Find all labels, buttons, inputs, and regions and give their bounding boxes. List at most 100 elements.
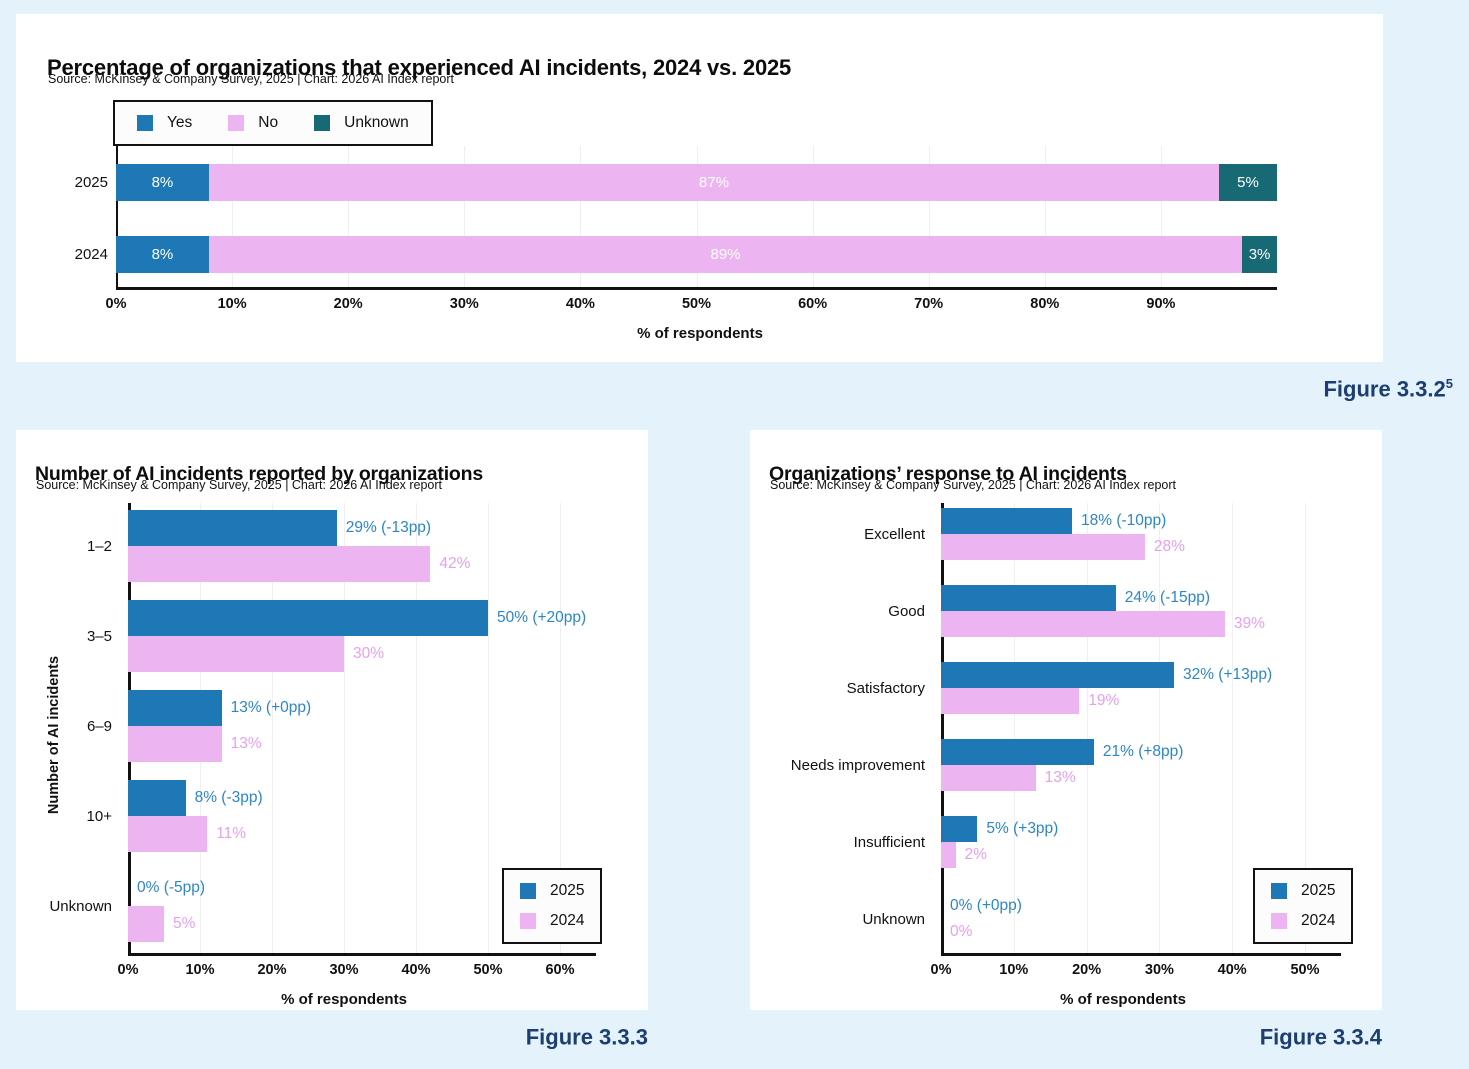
- legend-swatch: [137, 115, 153, 131]
- bar-value-label: 89%: [710, 246, 741, 263]
- bar-2024: [128, 816, 208, 852]
- bar-2024: [941, 611, 1225, 637]
- bar-value-label: 87%: [698, 174, 729, 191]
- x-tick-label: 50%: [681, 296, 712, 312]
- legend-item-unknown: Unknown: [314, 114, 409, 132]
- bar-value-label: 13% (+0pp): [230, 699, 312, 716]
- x-tick-label: 20%: [1072, 962, 1102, 978]
- gridline: [348, 146, 350, 287]
- bar-2024: [128, 546, 431, 582]
- category-label: 2024: [74, 246, 108, 263]
- x-tick-label: 30%: [329, 962, 359, 978]
- x-axis-line: [116, 287, 1277, 290]
- bar-2025: [128, 600, 488, 636]
- legend-item-2025: 2025: [1271, 882, 1335, 900]
- bar-segment-yes: [116, 164, 209, 201]
- bar-segment-unknown: [1218, 164, 1277, 201]
- chart-source: Source: McKinsey & Company Survey, 2025 …: [48, 72, 454, 86]
- y-axis-line: [116, 146, 118, 287]
- x-tick-label: 80%: [1030, 296, 1060, 312]
- grouped-bar-plot: 0% 10% 20% 30% 40% 50% 60% % of respondents 1–2 2…: [16, 430, 648, 1010]
- x-tick-label: 20%: [257, 962, 287, 978]
- gridline: [416, 503, 417, 953]
- bar-value-label: 24% (-15pp): [1124, 589, 1211, 606]
- x-tick-label: 0%: [930, 962, 952, 978]
- bar-value-label: 8% (-3pp): [194, 789, 263, 806]
- bar-2024: [128, 726, 222, 762]
- figure-caption-text: Figure 3.3.4: [1259, 1024, 1382, 1050]
- x-tick-label: 60%: [798, 296, 828, 312]
- bar-value-label: 30%: [353, 645, 385, 662]
- x-tick-label: 10%: [999, 962, 1029, 978]
- bar-segment-no: [208, 236, 1243, 273]
- bar-2025: [941, 739, 1094, 765]
- bar-2024: [941, 688, 1080, 714]
- incident-count-chart-card: Number of AI incidents reported by organ…: [16, 430, 648, 1010]
- bar-2024: [128, 906, 164, 942]
- bar-value-label: 5%: [173, 915, 196, 932]
- bar-2024: [941, 534, 1145, 560]
- chart-title: Number of AI incidents reported by organ…: [35, 463, 483, 486]
- legend-swatch: [520, 883, 536, 899]
- bar-value-label: 21% (+8pp): [1102, 743, 1184, 760]
- x-tick-label: 50%: [1290, 962, 1320, 978]
- x-axis-title: % of respondents: [1060, 991, 1186, 1008]
- bar-2025: [941, 585, 1116, 611]
- gridline: [1044, 146, 1046, 287]
- legend-item-2025: 2025: [520, 882, 584, 900]
- legend-swatch: [228, 115, 245, 131]
- y-axis-line: [941, 503, 944, 953]
- legend-label: Yes: [167, 114, 193, 131]
- x-axis-title: % of respondents: [281, 991, 407, 1008]
- x-tick-label: 10%: [185, 962, 215, 978]
- gridline: [812, 146, 814, 287]
- figure-caption-superscript: 5: [1445, 376, 1453, 391]
- bar-2025: [941, 662, 1174, 688]
- x-tick-label: 40%: [401, 962, 431, 978]
- bar-value-label: 5%: [1237, 174, 1259, 191]
- bar-value-label: 0% (+0pp): [950, 897, 1022, 914]
- gridline: [1159, 503, 1161, 953]
- category-label: 2025: [74, 174, 108, 191]
- x-tick-label: 60%: [545, 962, 575, 978]
- legend-swatch: [520, 913, 536, 929]
- legend-item-2024: 2024: [1271, 912, 1335, 930]
- gridline: [696, 146, 698, 287]
- bar-value-label: 3%: [1248, 246, 1271, 263]
- incident-response-chart-card: Organizations’ response to AI incidents …: [750, 430, 1382, 1010]
- gridline: [272, 503, 273, 953]
- bar-2025: [128, 690, 222, 726]
- category-label: 10+: [86, 807, 112, 825]
- x-tick-label: 0%: [117, 962, 139, 978]
- x-tick-label: 70%: [914, 296, 944, 312]
- stacked-bar-plot: 0% 10% 20% 30% 40% 50% 60% 70% 80% 90% % of respon…: [16, 14, 1383, 362]
- x-tick-label: 40%: [1217, 962, 1247, 978]
- bar-segment-no: [208, 164, 1219, 201]
- chart-source: Source: McKinsey & Company Survey, 2025 …: [770, 478, 1176, 492]
- category-label: 6–9: [86, 717, 112, 735]
- bar-segment-unknown: [1242, 236, 1277, 273]
- figure-caption-text: Figure 3.3.2: [1323, 376, 1446, 402]
- bar-value-label: 2%: [964, 846, 987, 863]
- legend-item-2024: 2024: [520, 912, 584, 930]
- bar-value-label: 5% (+3pp): [986, 820, 1059, 837]
- bar-value-label: 19%: [1088, 692, 1120, 709]
- gridline: [1086, 503, 1088, 953]
- bar-segment-yes: [116, 236, 209, 273]
- category-label: 3–5: [86, 627, 112, 645]
- gridline: [1305, 503, 1306, 953]
- legend-item-no: No: [228, 114, 278, 132]
- gridline: [928, 146, 930, 287]
- legend-swatch: [1271, 913, 1287, 929]
- bar-value-label: 0% (-5pp): [137, 879, 206, 896]
- grouped-bar-plot: 0% 10% 20% 30% 40% 50% % of respondents Excelle…: [750, 430, 1382, 1010]
- bar-2025: [128, 510, 337, 546]
- legend-swatch: [1271, 883, 1287, 899]
- bar-value-label: 13%: [230, 735, 262, 752]
- x-tick-label: 30%: [449, 296, 479, 312]
- category-label: Needs improvement: [790, 756, 925, 774]
- gridline: [232, 146, 234, 287]
- legend: 2025 2024: [502, 868, 602, 944]
- bar-value-label: 0%: [950, 923, 973, 940]
- bar-2025: [128, 780, 186, 816]
